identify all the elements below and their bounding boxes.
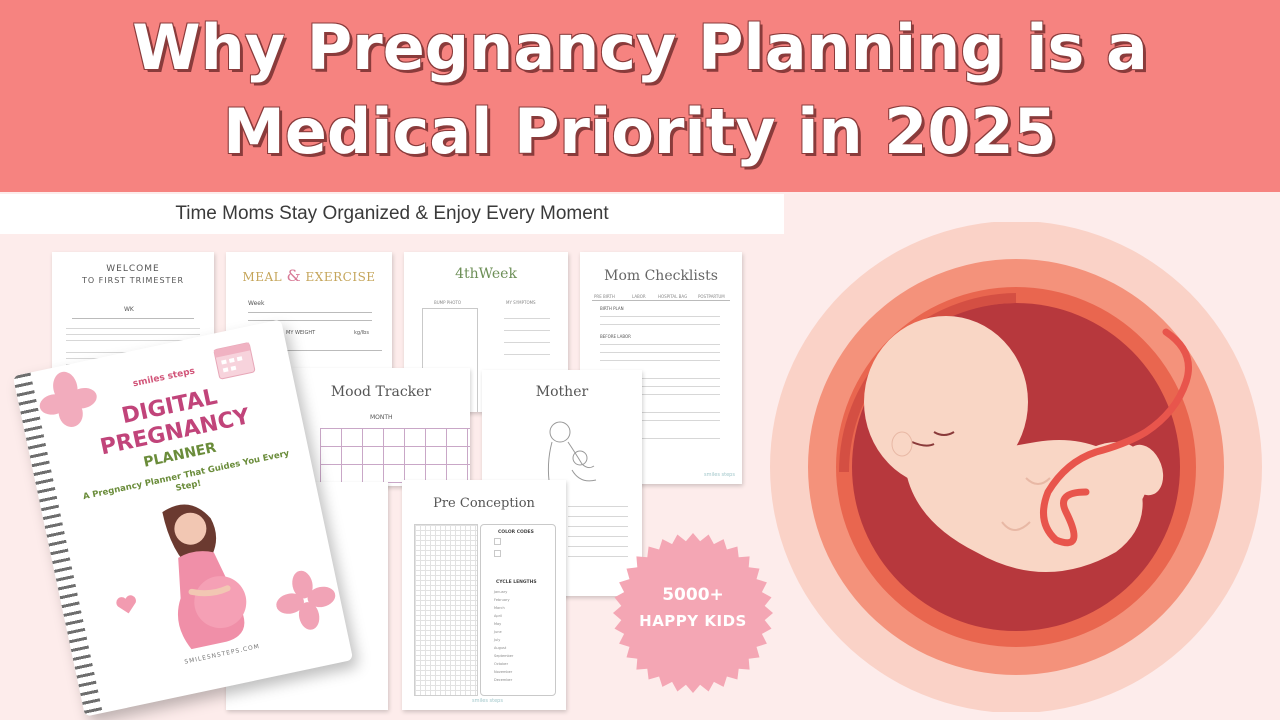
page-title-line-2: Medical Priority in 2025 [223,95,1057,168]
flower-decoration [276,570,336,630]
cycle-lengths-label: CYCLE LENGTHS [496,580,537,585]
mother-line [568,516,628,517]
month-label: MONTH [370,414,393,421]
month-april: April [494,614,502,618]
checklist-line [600,344,720,345]
sheet-footer-brand: smiles steps [704,472,735,478]
color-code-swatch [494,538,501,545]
subtitle-text: Time Moms Stay Organized & Enjoy Every M… [175,203,609,224]
fourth-word: Week [478,266,517,282]
checklist-line [640,420,720,421]
mood-grid [320,428,470,484]
weight-label: MY WEIGHT [286,330,316,336]
checklist-tab-1: PRE BIRTH [594,294,615,299]
mother-line [568,556,628,557]
divider [72,318,194,319]
symptom-line [504,354,550,355]
badge-count: 5000+ [662,585,724,605]
symptom-line [504,330,550,331]
checklist-tab-3: HOSPITAL BAG [658,294,688,299]
sheet-mood-tracker: Mood Tracker MONTH [292,368,470,486]
month-january: January [494,590,508,594]
text-line [66,334,200,335]
planner-brand: smiles steps [132,366,196,390]
birth-plan-section: BIRTH PLAN [600,306,624,311]
text-line [66,340,200,341]
meal-row-divider [236,350,382,351]
checklist-line [600,352,720,353]
text-line [66,328,200,329]
month-march: March [494,606,505,610]
fourth-week-title: 4thWeek [404,266,568,282]
sheet-footer-brand: smiles steps [472,698,503,704]
mother-line [568,536,628,537]
planner-cover: smiles steps DIGITAL PREGNANCY PLANNER A… [12,319,354,717]
month-july: July [494,638,501,642]
checklist-line [600,324,720,325]
mother-line [568,546,628,547]
month-february: February [494,598,510,602]
pregnant-woman-illustration [162,504,247,650]
welcome-title: WELCOME [106,264,160,274]
welcome-subtitle: TO FIRST TRIMESTER [81,276,185,285]
checklist-line [640,378,720,379]
checklist-line [640,386,720,387]
sheet-pre-conception: Pre Conception COLOR CODES CYCLE LENGTHS… [402,480,566,710]
mom-checklists-title: Mom Checklists [604,268,718,284]
pre-conception-title: Pre Conception [433,496,535,511]
symptom-line [504,318,550,319]
month-november: November [494,670,513,674]
month-october: October [494,662,509,666]
tabs-divider [592,300,730,301]
happy-kids-badge [613,533,773,693]
heart-icon [116,595,136,614]
flower-decoration [39,371,97,427]
subtitle-bar: Time Moms Stay Organized & Enjoy Every M… [0,194,784,234]
badge-shape [613,533,773,693]
weight-unit: kg/lbs [354,330,369,336]
week-label: Week [248,300,265,307]
welcome-week-label: WK [124,306,134,313]
calendar-icon [213,342,256,380]
fetus-in-womb-illustration [770,222,1262,712]
checklist-line [640,394,720,395]
color-codes-panel [480,524,556,696]
cycle-grid [414,524,478,696]
color-codes-label: COLOR CODES [498,530,534,535]
month-august: August [494,646,507,650]
month-september: September [494,654,514,658]
meal-word: MEAL [242,270,283,284]
checklist-line [640,438,720,439]
mother-line [568,526,628,527]
month-may: May [494,622,502,626]
exercise-word: EXERCISE [305,270,376,284]
meal-exercise-title: MEAL & EXERCISE [226,266,392,285]
symptoms-label: MY SYMPTOMS [506,300,536,305]
ampersand: & [286,266,302,285]
mother-title: Mother [535,384,589,400]
week-numbers-row [248,312,372,313]
before-labor-section: BEFORE LABOR [600,334,631,339]
checklist-line [640,412,720,413]
bump-photo-label: BUMP PHOTO [434,300,461,305]
week-numbers-row [248,320,372,321]
fourth-number: 4th [455,266,479,282]
mother-line [568,506,628,507]
symptom-line [504,342,550,343]
mood-tracker-title: Mood Tracker [330,384,432,400]
checklist-tab-4: POSTPARTUM [698,294,725,299]
checklist-line [600,360,720,361]
month-june: June [494,630,502,634]
checklist-tab-2: LABOR [632,294,646,299]
title-banner: Why Pregnancy Planning is a Medical Prio… [0,0,1280,192]
color-code-swatch [494,550,501,557]
badge-label: HAPPY KIDS [639,612,747,630]
checklist-line [600,316,720,317]
bump-photo-box [422,308,478,412]
month-december: December [494,678,513,682]
page-title-line-1: Why Pregnancy Planning is a [132,11,1148,84]
